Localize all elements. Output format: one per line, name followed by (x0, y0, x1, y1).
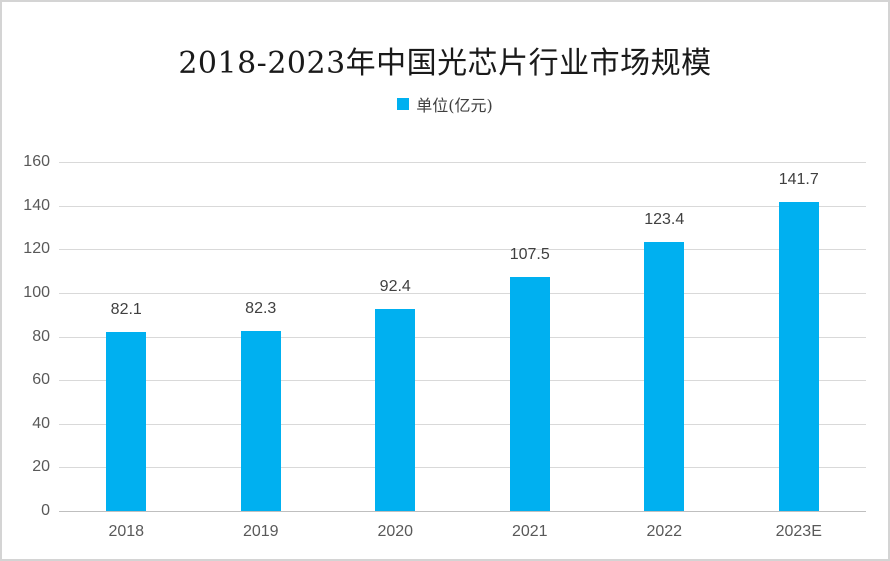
y-axis-tick-label: 60 (32, 371, 50, 389)
bar (106, 331, 147, 511)
x-axis-tick-label: 2020 (377, 523, 414, 540)
gridline (59, 380, 866, 382)
x-axis-tick-label: 2021 (511, 523, 548, 540)
gridline (59, 249, 866, 251)
legend: 单位(亿元) (2, 92, 888, 116)
bar (240, 331, 281, 511)
bar-value-label: 141.7 (778, 170, 819, 188)
bar (778, 201, 819, 511)
x-axis-tick-label: 2023E (775, 523, 822, 540)
gridline (59, 467, 866, 469)
gridline (59, 205, 866, 207)
y-axis-tick-label: 0 (41, 502, 50, 519)
bar-value-label: 107.5 (509, 245, 550, 263)
bar (509, 276, 550, 511)
gridline (59, 292, 866, 294)
y-axis-tick-label: 140 (23, 196, 50, 214)
y-axis-tick-label: 20 (32, 458, 50, 476)
gridline (59, 423, 866, 425)
bar-value-label: 92.4 (379, 278, 411, 296)
y-axis-tick-label: 100 (23, 283, 50, 301)
x-axis-tick-label: 2022 (646, 523, 683, 540)
bar-value-label: 82.1 (110, 300, 142, 318)
bar-value-label: 82.3 (245, 300, 277, 318)
legend-swatch-icon (397, 98, 410, 110)
legend-label: 单位(亿元) (416, 96, 493, 115)
gridline (59, 162, 866, 163)
x-axis-tick-label: 2019 (242, 523, 279, 540)
bar-value-label: 123.4 (644, 210, 685, 228)
y-axis-tick-label: 120 (23, 240, 50, 258)
bar (375, 309, 416, 511)
x-axis-line (59, 511, 866, 512)
gridline (59, 336, 866, 338)
chart-title: 2018-2023年中国光芯片行业市场规模 (178, 46, 712, 81)
y-axis-tick-label: 80 (32, 327, 50, 345)
bar (644, 241, 685, 511)
x-axis-tick-label: 2018 (108, 523, 145, 540)
y-axis-tick-label: 160 (23, 153, 50, 170)
y-axis-tick-label: 40 (32, 414, 50, 432)
